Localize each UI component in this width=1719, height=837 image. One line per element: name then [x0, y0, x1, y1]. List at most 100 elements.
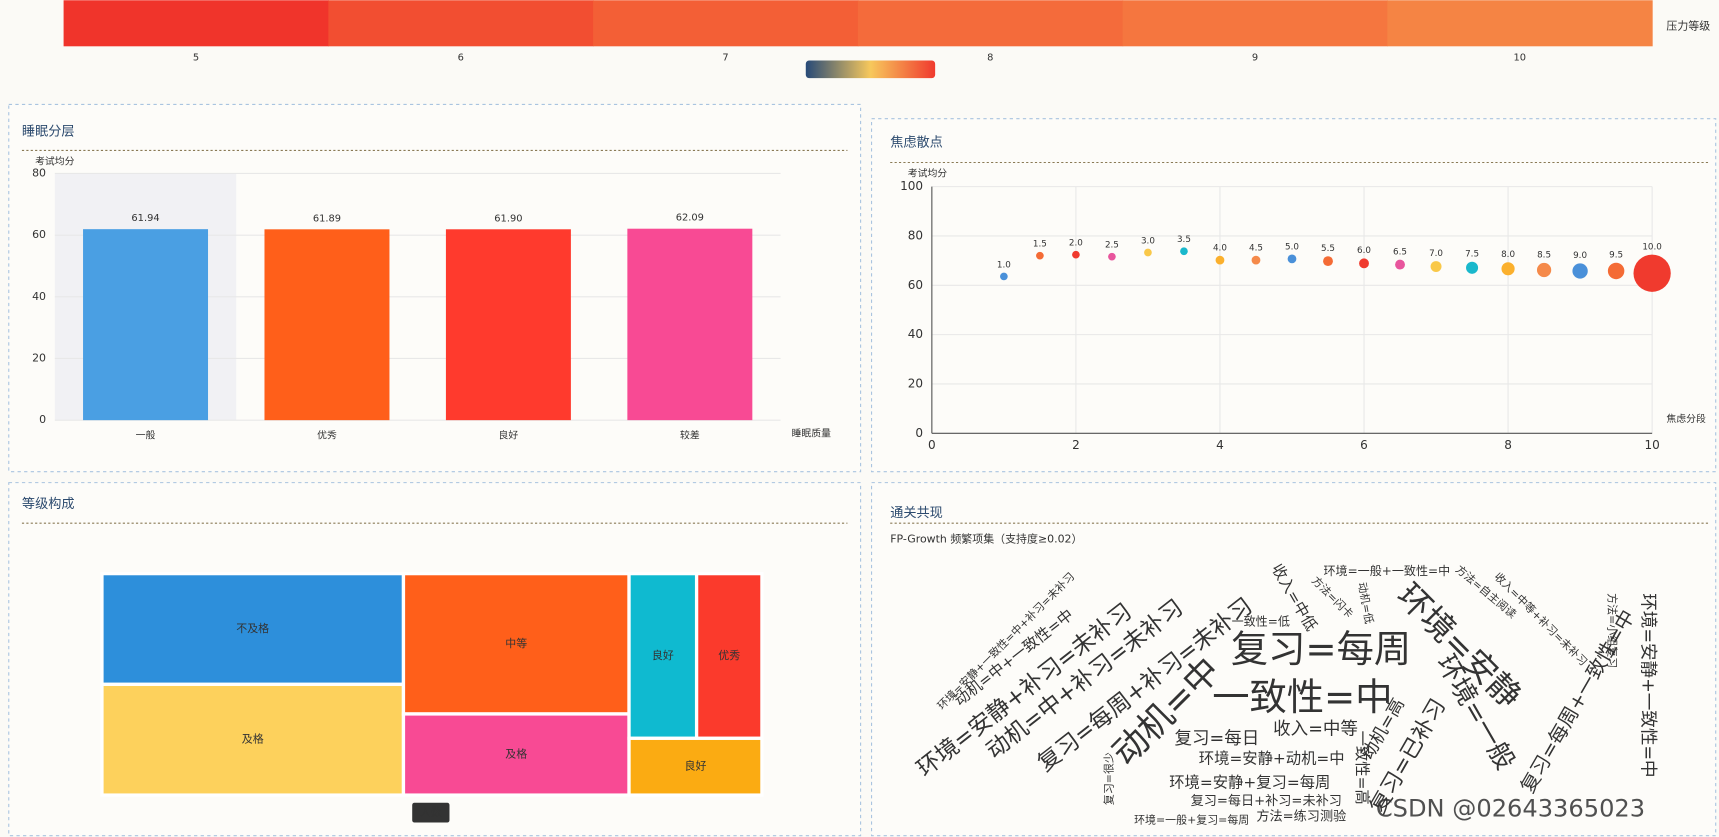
- treemap-label: 中等: [505, 636, 527, 650]
- word: 方法=小组复习: [1606, 593, 1620, 668]
- point-label: 2.0: [1069, 239, 1083, 249]
- y-axis-title: 考试均分: [908, 166, 948, 179]
- word: 一致性=低: [1232, 614, 1290, 628]
- point-label: 8.5: [1537, 251, 1551, 261]
- word: 复习=每日: [1174, 729, 1259, 749]
- scatter-point: [1633, 254, 1671, 292]
- y-tick-label: 80: [908, 228, 923, 242]
- scatter-point: [1359, 258, 1369, 269]
- treemap-cell: [100, 571, 406, 686]
- point-label: 7.5: [1465, 250, 1479, 260]
- word: 一致性=高: [1353, 731, 1371, 805]
- scatter-point: [1108, 252, 1116, 261]
- scatter-point: [1536, 262, 1552, 278]
- visual-map-gradient: [805, 60, 936, 79]
- word: 收入=中等: [1273, 719, 1358, 739]
- tooltip-box: [412, 802, 450, 823]
- x-tick-label: 4: [1216, 438, 1224, 452]
- point-label: 2.5: [1105, 241, 1119, 251]
- panel-title: 睡眠分层: [22, 123, 75, 139]
- x-tick-label: 0: [928, 438, 936, 452]
- panel: [871, 482, 1717, 837]
- scatter-point: [1323, 256, 1333, 267]
- treemap-cell: [694, 571, 764, 740]
- treemap-cell: [401, 712, 631, 797]
- scatter-point: [1501, 262, 1515, 276]
- word: 方法=练习测验: [1256, 809, 1346, 825]
- x-tick-label: 10: [1644, 438, 1659, 452]
- y-tick-label: 20: [908, 376, 923, 390]
- scatter-point: [1287, 254, 1297, 264]
- scatter-point: [1036, 251, 1044, 260]
- point-label: 6.5: [1393, 247, 1407, 257]
- scatter-point: [1395, 259, 1405, 270]
- point-label: 7.0: [1429, 249, 1443, 259]
- bar: [264, 229, 390, 421]
- word: 环境=安静+一致性=中: [1638, 593, 1658, 777]
- treemap-label: 及格: [242, 732, 264, 746]
- point-label: 5.5: [1321, 244, 1335, 254]
- scatter-point: [1180, 247, 1188, 256]
- visual-map-label: 5: [193, 52, 199, 63]
- value-label: 62.09: [676, 213, 704, 224]
- scatter-point: [1144, 248, 1152, 257]
- scatter-point: [1215, 255, 1225, 265]
- value-label: 61.90: [494, 213, 522, 224]
- y-tick-label: 100: [900, 179, 923, 193]
- y-axis-title: 考试均分: [35, 154, 75, 167]
- heat-band: [1387, 0, 1653, 47]
- y-tick-label: 60: [908, 278, 923, 292]
- treemap-label: 不及格: [236, 621, 269, 635]
- treemap-cell: [627, 736, 764, 797]
- visual-map-label: 10: [1513, 52, 1526, 63]
- visual-map-label: 6: [458, 52, 464, 63]
- y-tick-label: 20: [32, 351, 46, 364]
- point-label: 6.0: [1357, 246, 1371, 256]
- treemap-label: 良好: [685, 759, 707, 773]
- point-label: 8.0: [1501, 250, 1515, 260]
- scatter-point: [1607, 262, 1625, 280]
- y-tick-label: 40: [32, 290, 46, 303]
- panel-title: 通关共现: [890, 505, 943, 521]
- panel: [871, 118, 1717, 473]
- heat-band: [63, 0, 329, 47]
- word: 复习=很少: [1101, 752, 1115, 805]
- heat-band: [857, 0, 1124, 47]
- word: 环境=安静+复习=每周: [1169, 774, 1330, 792]
- word: 环境=安静+动机=中: [1199, 749, 1345, 767]
- treemap-label: 良好: [652, 648, 674, 662]
- visual-map-label: 9: [1252, 52, 1258, 63]
- word: 一致性=中: [1212, 675, 1392, 719]
- x-tick-label: 2: [1072, 438, 1080, 452]
- bar: [627, 228, 753, 421]
- word: 复习=每周: [1231, 627, 1411, 671]
- x-tick-label: 较差: [680, 428, 700, 441]
- treemap-label: 优秀: [718, 649, 740, 662]
- bar: [83, 229, 209, 421]
- x-tick-label: 6: [1360, 438, 1368, 452]
- word: 复习=每日+补习=未补习: [1191, 793, 1342, 809]
- y-tick-label: 0: [39, 413, 46, 426]
- x-tick-label: 优秀: [317, 428, 337, 441]
- treemap-label: 及格: [505, 747, 527, 761]
- treemap-cell: [100, 682, 406, 797]
- heat-band: [593, 0, 859, 47]
- y-tick-label: 60: [32, 228, 46, 241]
- panel-title: 焦虑散点: [890, 134, 943, 150]
- x-tick-label: 8: [1504, 438, 1512, 452]
- point-label: 4.5: [1249, 244, 1263, 254]
- scatter-point: [1572, 263, 1588, 279]
- point-label: 10.0: [1642, 242, 1662, 252]
- x-tick-label: 一般: [136, 428, 156, 441]
- scatter-point: [1000, 272, 1008, 281]
- scatter-point: [1466, 261, 1479, 274]
- point-label: 3.0: [1141, 236, 1155, 246]
- word: 环境=一般+一致性=中: [1323, 563, 1450, 578]
- point-label: 4.0: [1213, 244, 1227, 254]
- tooltip-label: 人数: [420, 806, 442, 819]
- scatter-point: [1430, 261, 1442, 273]
- point-label: 9.0: [1573, 251, 1587, 261]
- panel-title: 等级构成: [22, 495, 75, 512]
- point-label: 5.0: [1285, 242, 1299, 252]
